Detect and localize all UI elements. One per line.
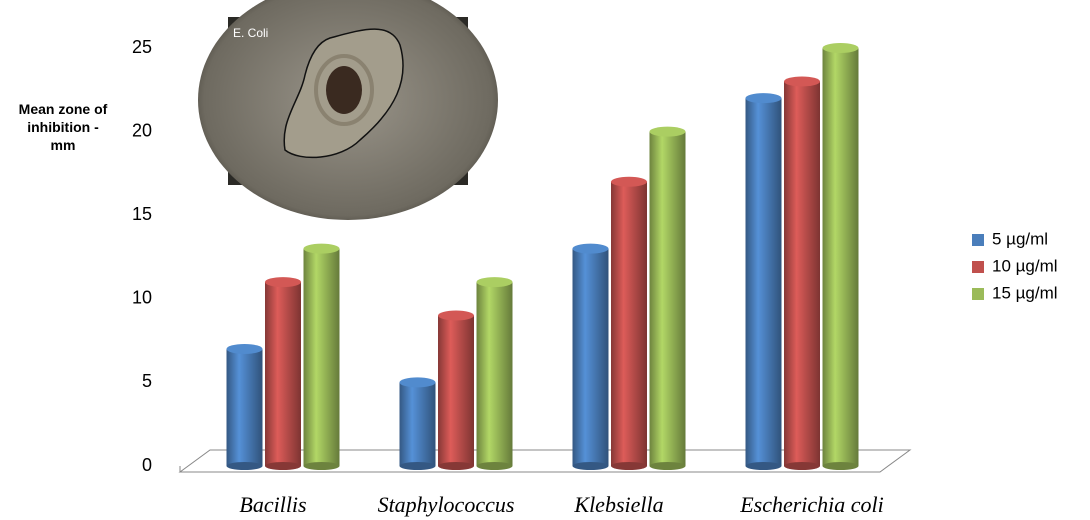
x-tick-label: Escherichia coli [739, 492, 884, 517]
bar [399, 382, 436, 466]
legend-swatch [972, 288, 984, 300]
floor [178, 449, 912, 473]
bar [438, 315, 474, 466]
bar-top [476, 277, 513, 288]
bar-bottom [476, 462, 513, 470]
bar [265, 282, 301, 466]
y-axis-label: Mean zone of inhibition - mm [18, 101, 108, 153]
bar [303, 248, 340, 466]
bar-top [649, 126, 686, 137]
bar-bottom [572, 462, 609, 470]
bar-bottom [822, 462, 859, 470]
bar-top [745, 93, 782, 104]
bar-top [784, 76, 820, 87]
legend-label: 10 µg/ml [992, 256, 1058, 275]
bar-bottom [303, 462, 340, 470]
bar-bottom [438, 462, 474, 470]
bar [745, 98, 782, 466]
x-tick-label: Bacillis [239, 492, 306, 517]
bar-bottom [745, 462, 782, 470]
bar-top [611, 176, 647, 187]
x-tick-label: Staphylococcus [378, 492, 515, 517]
y-tick-label: 5 [142, 371, 152, 391]
legend-swatch [972, 234, 984, 246]
bar [822, 48, 859, 466]
y-tick-label: 25 [132, 37, 152, 57]
y-tick-label: 0 [142, 455, 152, 475]
y-tick-label: 20 [132, 120, 152, 140]
bar [226, 348, 263, 466]
bar [476, 282, 513, 466]
bar-top [399, 377, 436, 388]
bar-bottom [399, 462, 436, 470]
bar [611, 181, 647, 466]
bar-bottom [226, 462, 263, 470]
bar-top [303, 243, 340, 254]
bar-top [438, 310, 474, 321]
bar-bottom [611, 462, 647, 470]
bar [784, 81, 820, 466]
x-tick-label: Klebsiella [573, 492, 663, 517]
legend-swatch [972, 261, 984, 273]
bar-top [226, 343, 263, 354]
legend-label: 5 µg/ml [992, 229, 1048, 248]
bar-bottom [649, 462, 686, 470]
y-tick-label: 10 [132, 288, 152, 308]
bar-top [572, 243, 609, 254]
inset-photo: E. Coli [198, 0, 498, 220]
legend-label: 15 µg/ml [992, 283, 1058, 302]
bar [572, 248, 609, 466]
y-tick-label: 15 [132, 204, 152, 224]
bar-bottom [784, 462, 820, 470]
bar [649, 131, 686, 466]
bar-top [822, 43, 859, 53]
inset-label: E. Coli [233, 26, 268, 40]
bar-bottom [265, 462, 301, 470]
bar-top [265, 277, 301, 288]
